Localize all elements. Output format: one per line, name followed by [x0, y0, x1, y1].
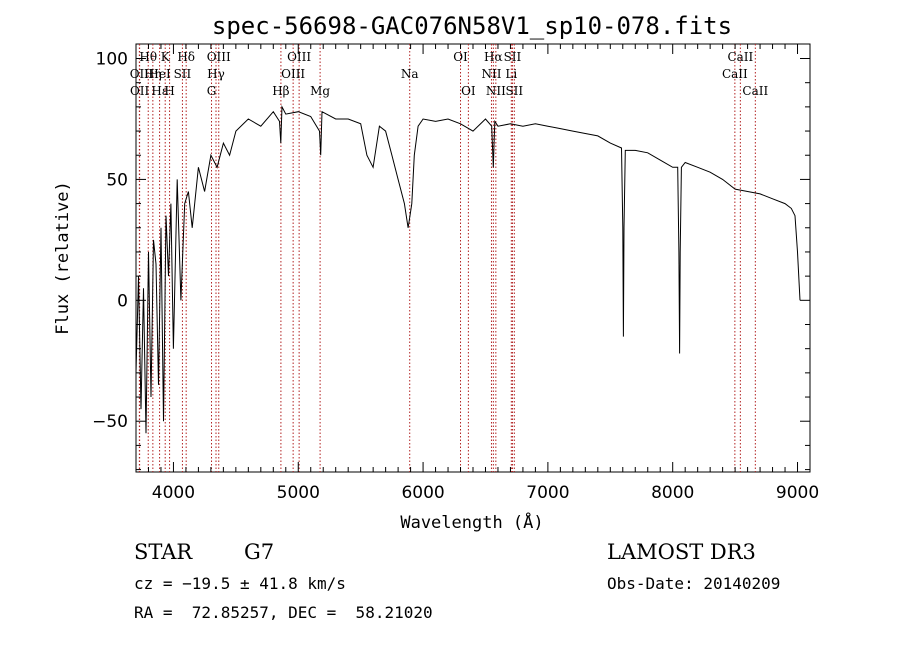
line-label: K: [161, 50, 171, 64]
spectrum-line: [135, 105, 801, 434]
line-label: OI: [461, 84, 476, 98]
line-label: Hη: [144, 67, 162, 81]
line-label: OII: [130, 67, 150, 81]
line-label: OII: [130, 84, 150, 98]
line-label: Hα: [484, 50, 503, 64]
line-label: CaII: [727, 50, 753, 64]
redshift-text: cz = −19.5 ± 41.8 km/s: [134, 574, 346, 593]
line-label: CaII: [722, 67, 748, 81]
line-label: Hε: [151, 84, 168, 98]
line-label: Hθ: [139, 50, 157, 64]
line-label: H: [164, 84, 174, 98]
y-axis-label: Flux (relative): [53, 181, 73, 335]
x-axis-label: Wavelength (Å): [400, 511, 543, 533]
line-label: Na: [401, 67, 419, 81]
x-tick-label: 6000: [401, 483, 444, 503]
observation-date: Obs-Date: 20140209: [607, 574, 781, 593]
x-tick-label: 8000: [651, 483, 694, 503]
x-ticks: 4000 5000 6000 7000 8000 9000: [135, 44, 819, 503]
line-label: NII: [486, 84, 506, 98]
y-tick-label: 0: [117, 291, 128, 311]
chart-title: spec-56698-GAC076N58V1_sp10-078.fits: [212, 12, 732, 40]
coordinates-text: RA = 72.85257, DEC = 58.21020: [134, 603, 433, 622]
line-label: OI: [453, 50, 468, 64]
line-label: SII: [505, 84, 523, 98]
line-label: OIII: [207, 50, 231, 64]
line-label: HeI: [148, 67, 171, 81]
y-tick-label: −50: [92, 412, 128, 432]
y-tick-label: 100: [96, 50, 128, 70]
line-label: Li: [505, 67, 517, 81]
line-label: Hβ: [272, 84, 289, 98]
line-label: CaII: [742, 84, 768, 98]
line-label: OIII: [281, 67, 305, 81]
x-tick-label: 7000: [526, 483, 569, 503]
object-type: STAR: [134, 540, 193, 564]
line-label: OIII: [287, 50, 311, 64]
x-tick-label: 4000: [152, 483, 195, 503]
x-tick-label: 9000: [776, 483, 819, 503]
line-label: Hγ: [207, 67, 225, 81]
survey-name: LAMOST DR3: [607, 540, 756, 564]
line-label: NII: [481, 67, 501, 81]
plot-frame: [135, 43, 811, 473]
y-ticks: −50 0 50 100: [92, 50, 810, 471]
line-label: G: [207, 84, 217, 98]
line-label: Mg: [310, 84, 330, 98]
subclass: G7: [244, 540, 275, 564]
line-markers: [138, 44, 756, 472]
line-label: SII: [504, 50, 522, 64]
line-label: Hδ: [177, 50, 195, 64]
y-tick-label: 50: [106, 170, 128, 190]
x-tick-label: 5000: [277, 483, 320, 503]
line-label: SII: [174, 67, 192, 81]
